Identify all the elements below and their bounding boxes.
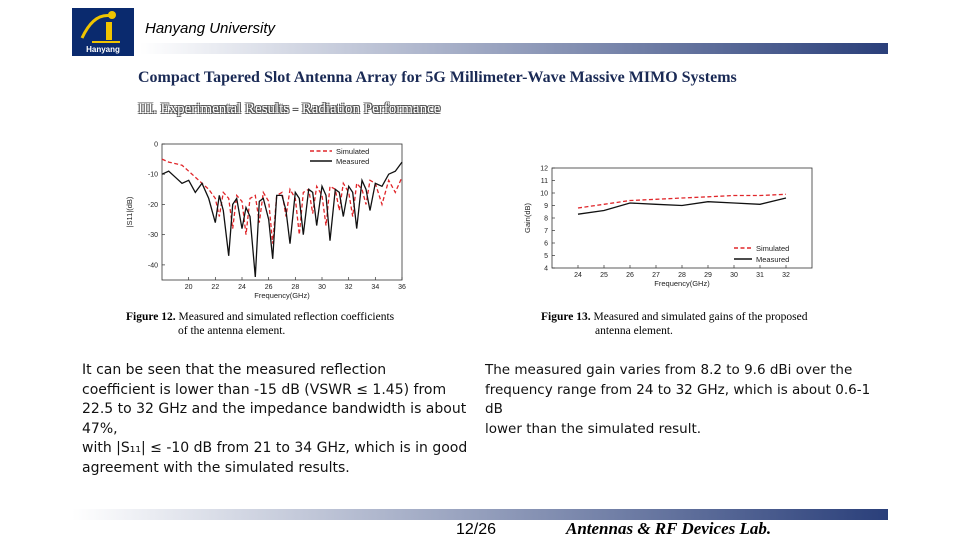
figure-12-chart: 0 -10 -20 -30 -40 20 22 24 26 28 30 32 34 36 Frequency… — [118, 136, 408, 304]
logo-text: Hanyang — [86, 45, 120, 54]
y-tick-label: -20 — [148, 202, 158, 209]
legend-label: Measured — [756, 255, 789, 264]
series-line-simulated — [577, 193, 787, 209]
header-divider-bar — [140, 43, 888, 54]
gain-chart: 4 5 6 7 8 9 10 11 12 24 25 26 27 28 29 30 31 32 Frequency(… — [523, 166, 813, 288]
figure-13-chart: 4 5 6 7 8 9 10 11 12 24 25 26 27 28 29 30 31 32 Frequency(… — [520, 160, 820, 295]
x-tick-label: 32 — [345, 284, 353, 291]
para1-line: coefficient is lower than -15 dB (VSWR ≤… — [82, 381, 447, 398]
legend-label: Measured — [336, 157, 369, 166]
figure-13-caption: Figure 13. Measured and simulated gains … — [541, 310, 807, 338]
y-axis-label: Gain(dB) — [523, 202, 532, 233]
figure-13-caption-line2: antenna element. — [595, 325, 673, 337]
plot-frame — [551, 167, 813, 269]
x-tick-label: 32 — [782, 272, 790, 279]
para1-line: 22.5 to 32 GHz and the impedance bandwid… — [82, 401, 467, 437]
figure-12-label: Figure 12. — [126, 311, 176, 323]
plot-frame — [161, 143, 403, 281]
figure-13-caption-line1: Measured and simulated gains of the prop… — [593, 311, 808, 323]
y-tick-label: 5 — [544, 253, 548, 260]
reflection-paragraph: It can be seen that the measured reflect… — [82, 361, 472, 478]
y-tick-label: 7 — [544, 228, 548, 235]
y-axis-label: |S11|(dB) — [125, 196, 134, 227]
y-tick-label: 10 — [540, 191, 548, 198]
x-tick-label: 24 — [574, 272, 582, 279]
university-name: Hanyang University — [145, 20, 276, 37]
figure-13-label: Figure 13. — [541, 311, 591, 323]
y-tick-label: 6 — [544, 241, 548, 248]
x-tick-label: 26 — [626, 272, 634, 279]
x-tick-label: 25 — [600, 272, 608, 279]
x-tick-label: 20 — [185, 284, 193, 291]
para2-line: lower than the simulated result. — [485, 420, 702, 437]
y-tick-label: 4 — [544, 266, 548, 273]
x-tick-label: 27 — [652, 272, 660, 279]
slide-title: Compact Tapered Slot Antenna Array for 5… — [138, 69, 737, 86]
x-tick-label: 30 — [318, 284, 326, 291]
reflection-coefficient-chart: 0 -10 -20 -30 -40 20 22 24 26 28 30 32 34 36 Frequency… — [125, 142, 406, 301]
lab-name: Antennas & RF Devices Lab. — [566, 519, 772, 538]
gain-paragraph: The measured gain varies from 8.2 to 9.6… — [485, 361, 885, 439]
para1-line: It can be seen that the measured reflect… — [82, 362, 387, 378]
y-tick-label: -40 — [148, 262, 158, 269]
x-tick-label: 28 — [291, 284, 299, 291]
page-number: 12/26 — [456, 521, 497, 538]
legend-label: Simulated — [756, 244, 789, 253]
para2-line: The measured gain varies from 8.2 to 9.6… — [485, 362, 853, 378]
x-tick-label: 24 — [238, 284, 246, 291]
series-line-simulated — [161, 158, 403, 244]
x-axis-label: Frequency(GHz) — [254, 291, 310, 300]
y-tick-label: -30 — [148, 232, 158, 239]
para1-line: agreement with the simulated results. — [82, 459, 350, 476]
slide-subtitle: III. Experimental Results - Radiation Pe… — [138, 101, 441, 117]
x-tick-label: 28 — [678, 272, 686, 279]
x-tick-label: 36 — [398, 284, 406, 291]
legend-label: Simulated — [336, 147, 369, 156]
y-tick-label: 11 — [541, 178, 548, 185]
x-tick-label: 30 — [730, 272, 738, 279]
x-tick-label: 26 — [265, 284, 273, 291]
x-tick-label: 29 — [704, 272, 712, 279]
x-tick-label: 22 — [211, 284, 219, 291]
university-logo: Hanyang — [72, 8, 134, 56]
figure-12-caption: Figure 12. Measured and simulated reflec… — [126, 310, 394, 338]
figure-12-caption-line2: of the antenna element. — [178, 325, 286, 337]
series-line-measured — [577, 197, 787, 215]
para1-line: with |S₁₁| ≤ -10 dB from 21 to 34 GHz, w… — [82, 440, 468, 456]
figure-12-caption-line1: Measured and simulated reflection coeffi… — [178, 311, 395, 323]
para2-line: frequency range from 24 to 32 GHz, which… — [485, 381, 871, 418]
y-tick-label: -10 — [148, 172, 158, 179]
y-tick-label: 12 — [540, 166, 548, 173]
footer-divider-bar — [72, 509, 888, 520]
x-tick-label: 34 — [371, 284, 379, 291]
x-tick-label: 31 — [756, 272, 764, 279]
y-tick-label: 8 — [544, 216, 548, 223]
y-tick-label: 0 — [154, 142, 158, 149]
series-line-measured — [161, 161, 403, 278]
x-axis-label: Frequency(GHz) — [654, 279, 710, 288]
y-tick-label: 9 — [544, 203, 548, 210]
